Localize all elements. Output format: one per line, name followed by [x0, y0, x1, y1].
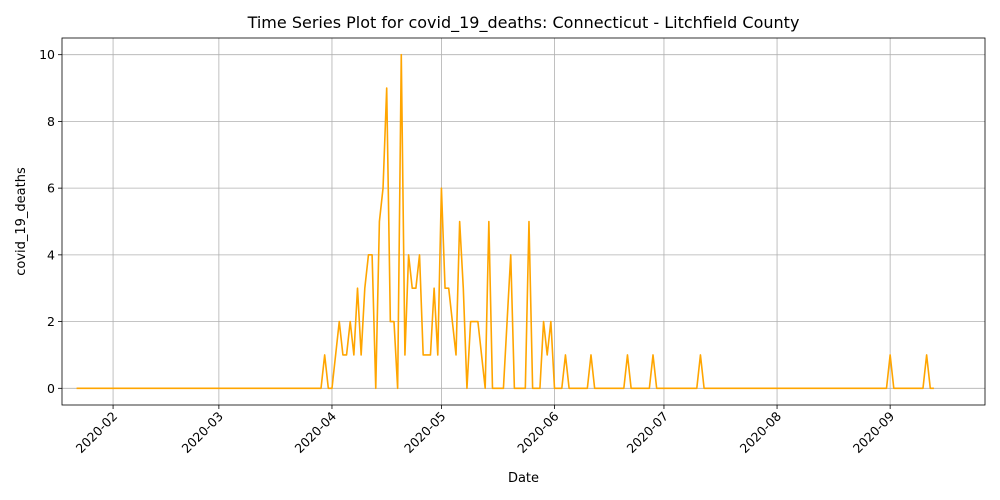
y-axis-ticks: 0 2 4 6 8 10 — [39, 47, 62, 396]
x-axis-label: Date — [508, 471, 539, 486]
grid-lines — [62, 38, 985, 405]
y-axis-label: covid_19_deaths — [14, 167, 29, 276]
series-line — [76, 53, 934, 390]
y-tick-label: 10 — [39, 47, 55, 62]
y-tick-label: 2 — [47, 314, 55, 329]
y-tick-label: 0 — [47, 381, 55, 396]
chart-title: Time Series Plot for covid_19_deaths: Co… — [247, 13, 800, 33]
series-layer — [76, 53, 934, 390]
y-tick-label: 8 — [47, 114, 55, 129]
y-tick-label: 6 — [47, 181, 55, 196]
y-tick-label: 4 — [47, 247, 55, 262]
plot-frame — [61, 37, 986, 406]
